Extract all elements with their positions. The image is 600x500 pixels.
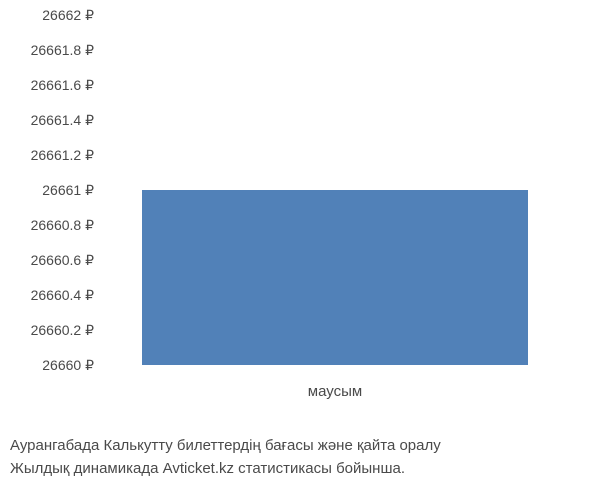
bar bbox=[142, 190, 527, 365]
y-tick-label: 26660.2 ₽ bbox=[31, 323, 94, 337]
y-axis: 26662 ₽ 26661.8 ₽ 26661.6 ₽ 26661.4 ₽ 26… bbox=[0, 15, 100, 365]
x-tick-label: маусым bbox=[308, 383, 362, 400]
chart-caption: Аурангабада Калькутту билеттердің бағасы… bbox=[10, 435, 441, 480]
caption-line: Жылдық динамикада Avticket.kz статистика… bbox=[10, 458, 441, 481]
y-tick-label: 26661 ₽ bbox=[42, 183, 94, 197]
y-tick-label: 26660 ₽ bbox=[42, 358, 94, 372]
caption-line: Аурангабада Калькутту билеттердің бағасы… bbox=[10, 435, 441, 458]
y-tick-label: 26662 ₽ bbox=[42, 8, 94, 22]
y-tick-label: 26661.2 ₽ bbox=[31, 148, 94, 162]
y-tick-label: 26660.8 ₽ bbox=[31, 218, 94, 232]
y-tick-label: 26661.8 ₽ bbox=[31, 43, 94, 57]
y-tick-label: 26661.6 ₽ bbox=[31, 78, 94, 92]
y-tick-label: 26660.6 ₽ bbox=[31, 253, 94, 267]
plot-area: маусым bbox=[100, 15, 570, 365]
y-tick-label: 26661.4 ₽ bbox=[31, 113, 94, 127]
y-tick-label: 26660.4 ₽ bbox=[31, 288, 94, 302]
price-chart: 26662 ₽ 26661.8 ₽ 26661.6 ₽ 26661.4 ₽ 26… bbox=[0, 15, 600, 415]
